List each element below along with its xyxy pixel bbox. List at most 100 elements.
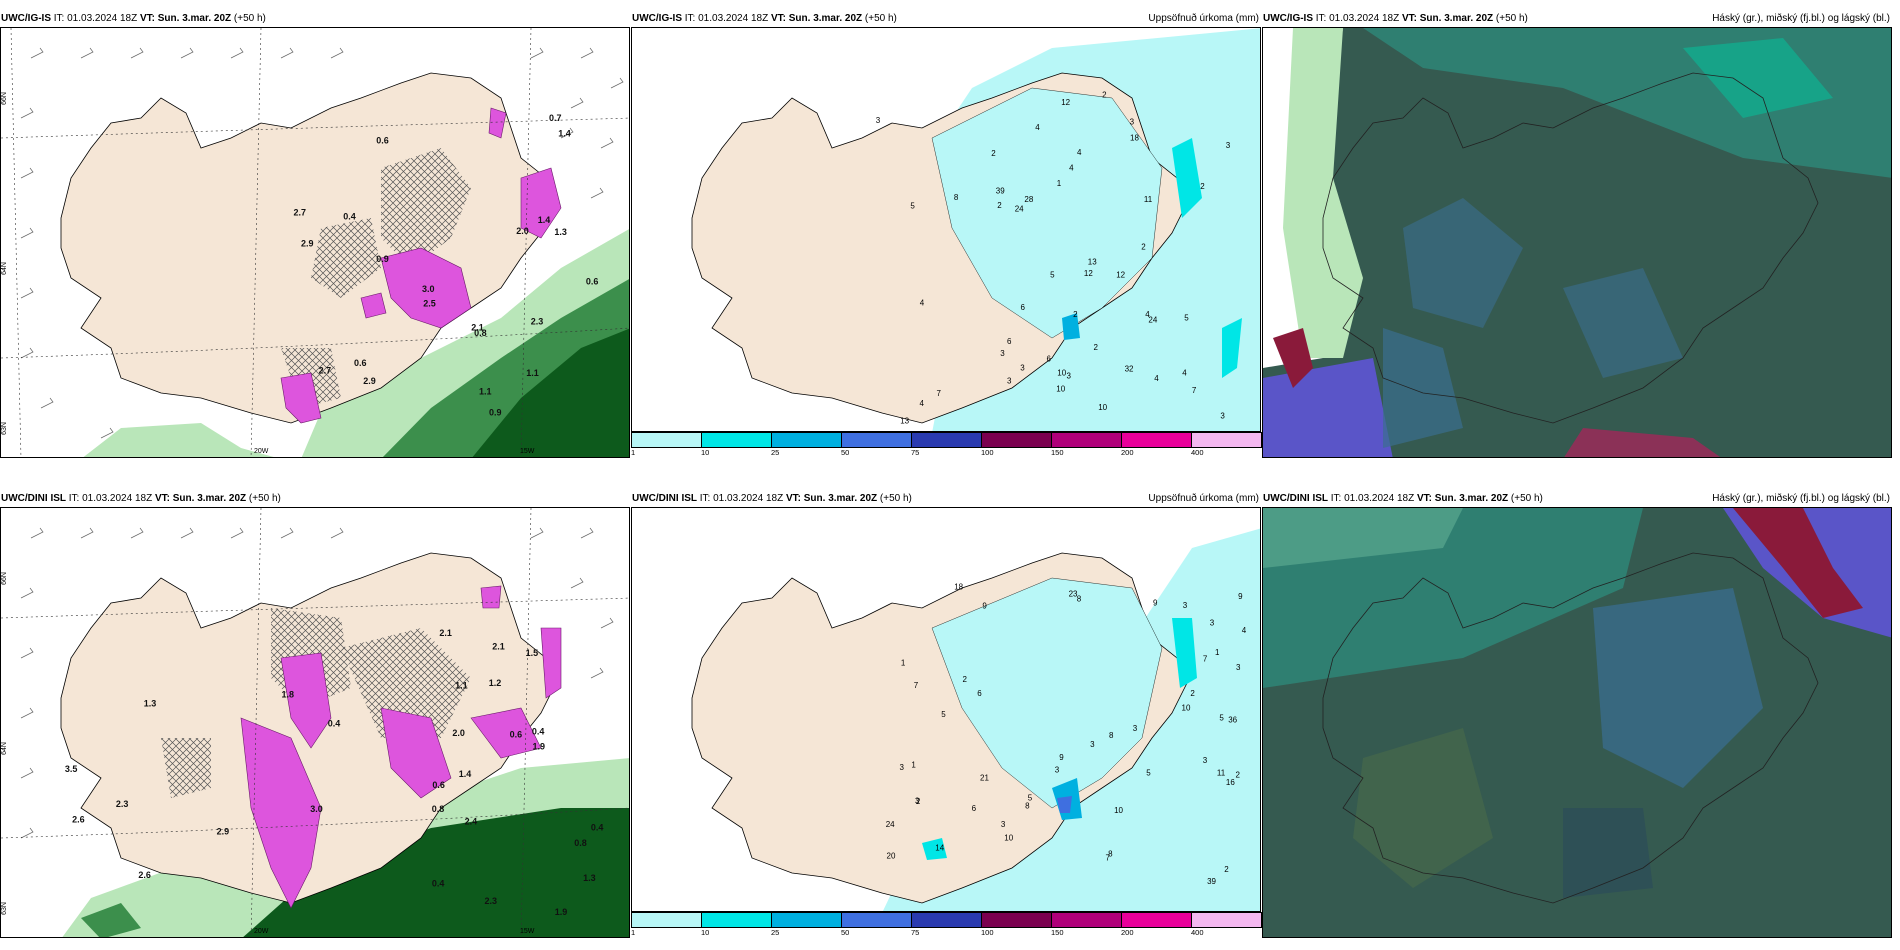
panel-precip-wind-dini: UWC/DINI ISL IT: 01.03.2024 18Z VT: Sun.… bbox=[0, 490, 630, 938]
value-label: 2 bbox=[1200, 182, 1205, 191]
value-label: 4 bbox=[1077, 148, 1082, 157]
map-frame: 0.8 0.4 0.6 0.8 0.4 1.2 0.4 0.4 1.3 2.3 1.4 0.6 2.6 2… bbox=[0, 507, 630, 938]
value-label: 2.6 bbox=[138, 870, 151, 880]
value-label: 1 bbox=[911, 761, 916, 770]
value-label: 10 bbox=[1098, 403, 1107, 412]
colorbar-tick-label: 100 bbox=[981, 928, 994, 937]
rain-area-dark bbox=[243, 808, 629, 937]
value-label: 18 bbox=[954, 582, 963, 591]
lat-label: 63N bbox=[0, 902, 8, 915]
value-label: 2.9 bbox=[217, 827, 230, 837]
value-label: 4 bbox=[1242, 626, 1247, 635]
colorbar-tick-label: 25 bbox=[771, 448, 780, 457]
value-label: 28 bbox=[1024, 195, 1033, 204]
value-label: 2 bbox=[916, 797, 921, 806]
value-label: 3 bbox=[1183, 601, 1188, 610]
colorbar-tick-label: 50 bbox=[841, 928, 850, 937]
value-label: 0.8 bbox=[474, 328, 487, 338]
value-label: 32 bbox=[1125, 365, 1134, 374]
lon-label: 20W bbox=[254, 448, 269, 455]
value-label: 2.3 bbox=[116, 799, 129, 809]
value-label: 14 bbox=[935, 844, 944, 853]
value-label: 0.6 bbox=[376, 135, 389, 145]
value-label: 0.8 bbox=[432, 804, 445, 814]
colorbar-tick-label: 200 bbox=[1121, 928, 1134, 937]
value-label: 3.0 bbox=[310, 804, 323, 814]
value-label: 3 bbox=[915, 797, 920, 806]
colorbar-swatch bbox=[981, 912, 1052, 928]
colorbar-swatch bbox=[771, 912, 842, 928]
wind-barbs bbox=[20, 527, 614, 839]
value-label: 2 bbox=[1224, 865, 1229, 874]
value-label: 12 bbox=[1061, 98, 1070, 107]
value-label: 23 bbox=[1069, 590, 1078, 599]
panel-precip-wind-igis: UWC/IG-IS IT: 01.03.2024 18Z VT: Sun. 3.… bbox=[0, 10, 630, 458]
panel-title: UWC/DINI ISL IT: 01.03.2024 18Z VT: Sun.… bbox=[1, 493, 281, 504]
value-label: 2 bbox=[997, 201, 1002, 210]
value-label: 6 bbox=[1047, 355, 1052, 364]
value-label: 1.1 bbox=[455, 680, 468, 690]
value-label: 4 bbox=[1182, 369, 1187, 378]
value-label: 3 bbox=[1133, 724, 1138, 733]
colorbar-tick-label: 50 bbox=[841, 448, 850, 457]
value-label: 5 bbox=[1184, 314, 1189, 323]
panel-title: UWC/IG-IS IT: 01.03.2024 18Z VT: Sun. 3.… bbox=[632, 13, 897, 24]
value-label: 3 bbox=[1203, 756, 1208, 765]
colorbar-tick-label: 150 bbox=[1051, 448, 1064, 457]
panel-right-title: Háský (gr.), miðský (fj.bl.) og lágský (… bbox=[1712, 493, 1890, 504]
value-label: 8 bbox=[954, 193, 959, 202]
value-label: 9 bbox=[1238, 592, 1243, 601]
value-label: 24 bbox=[1148, 316, 1157, 325]
panel-right-title: Háský (gr.), miðský (fj.bl.) og lágský (… bbox=[1712, 13, 1890, 24]
value-label: 5 bbox=[1146, 768, 1151, 777]
colorbar-swatch bbox=[1121, 432, 1192, 448]
value-label: 8 bbox=[1077, 594, 1082, 603]
value-label: 4 bbox=[1035, 123, 1040, 132]
value-label: 18 bbox=[1130, 134, 1139, 143]
colorbar-swatch bbox=[841, 432, 912, 448]
value-label: 1 bbox=[1215, 648, 1220, 657]
value-label: 6 bbox=[1021, 303, 1026, 312]
cloud-mid bbox=[1593, 588, 1763, 788]
value-label: 5 bbox=[1028, 794, 1033, 803]
value-labels: 2211011363921141823248333233233254371131… bbox=[886, 582, 1247, 886]
value-label: 2 bbox=[1236, 771, 1241, 780]
value-label: 6 bbox=[1007, 337, 1012, 346]
value-label: 3 bbox=[876, 116, 881, 125]
colorbar-swatch bbox=[771, 432, 842, 448]
map-frame bbox=[1262, 507, 1892, 938]
lat-label: 64N bbox=[0, 742, 8, 755]
value-label: 1.3 bbox=[144, 698, 157, 708]
value-label: 2.6 bbox=[72, 814, 85, 824]
value-label: 3 bbox=[1020, 364, 1025, 373]
value-label: 4 bbox=[1145, 310, 1150, 319]
value-label: 3.0 bbox=[422, 284, 435, 294]
value-label: 39 bbox=[996, 186, 1005, 195]
panel-clouds-igis: UWC/IG-IS IT: 01.03.2024 18Z VT: Sun. 3.… bbox=[1262, 10, 1892, 458]
colorbar-swatch bbox=[1051, 912, 1122, 928]
map-frame: 0.9 0.6 0.6 0.4 1.4 1.1 0.6 0.9 2.5 2.9 2.7 2.7 3.0 2… bbox=[0, 27, 630, 458]
value-label: 2 bbox=[1094, 343, 1099, 352]
value-label: 10 bbox=[1057, 368, 1066, 377]
lat-label: 64N bbox=[0, 262, 8, 275]
value-label: 9 bbox=[1059, 753, 1064, 762]
value-label: 5 bbox=[941, 710, 946, 719]
value-label: 0.6 bbox=[586, 277, 599, 287]
value-labels: 0.8 0.4 0.6 0.8 0.4 1.2 0.4 0.4 1.3 2.3 1.4 0.6 2.6 2… bbox=[65, 628, 604, 917]
panel-right-title: Uppsöfnuð úrkoma (mm) bbox=[1148, 13, 1259, 24]
value-label: 1.4 bbox=[558, 129, 571, 139]
map-frame: 2 2 1 10 11 36 39 21 14 18 23 24 8 3 3 3 2 3 3 2 3 3 2 5 4 3 7 1 1 3 1… bbox=[631, 507, 1261, 912]
value-label: 2.0 bbox=[452, 728, 465, 738]
value-label: 9 bbox=[1153, 599, 1158, 608]
value-label: 11 bbox=[1144, 195, 1153, 204]
value-label: 24 bbox=[1015, 205, 1024, 214]
colorbar-swatch bbox=[911, 912, 982, 928]
colorbar-swatch bbox=[631, 432, 702, 448]
value-label: 0.6 bbox=[432, 780, 445, 790]
value-label: 2.0 bbox=[516, 226, 529, 236]
value-label: 2 bbox=[991, 149, 996, 158]
value-label: 9 bbox=[982, 602, 987, 611]
value-labels: 4513242434332312323944533710122418284227… bbox=[876, 91, 1231, 426]
value-label: 0.6 bbox=[354, 358, 367, 368]
colorbar-swatch bbox=[981, 432, 1052, 448]
